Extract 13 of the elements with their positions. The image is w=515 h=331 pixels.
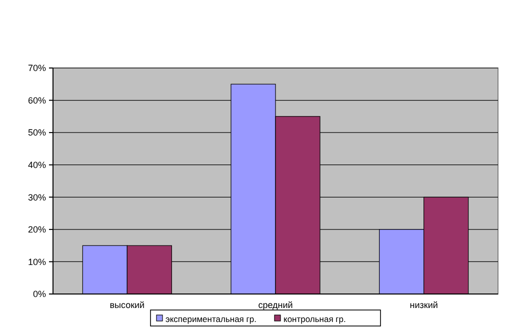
x-tick-label: низкий: [410, 300, 438, 310]
legend-label: контрольная гр.: [284, 314, 346, 324]
y-tick-label: 10%: [28, 256, 46, 267]
y-tick-label: 60%: [28, 95, 46, 106]
y-tick-label: 70%: [28, 63, 46, 74]
y-tick-label: 0%: [32, 289, 46, 300]
legend-label: экспериментальная гр.: [166, 314, 256, 324]
y-tick-label: 30%: [28, 192, 46, 202]
y-tick-label: 20%: [28, 224, 46, 235]
x-tick-label: высокий: [110, 300, 145, 310]
y-tick-label: 40%: [28, 160, 46, 170]
x-tick-label: средний: [258, 300, 293, 310]
y-tick-label: 50%: [28, 128, 46, 138]
